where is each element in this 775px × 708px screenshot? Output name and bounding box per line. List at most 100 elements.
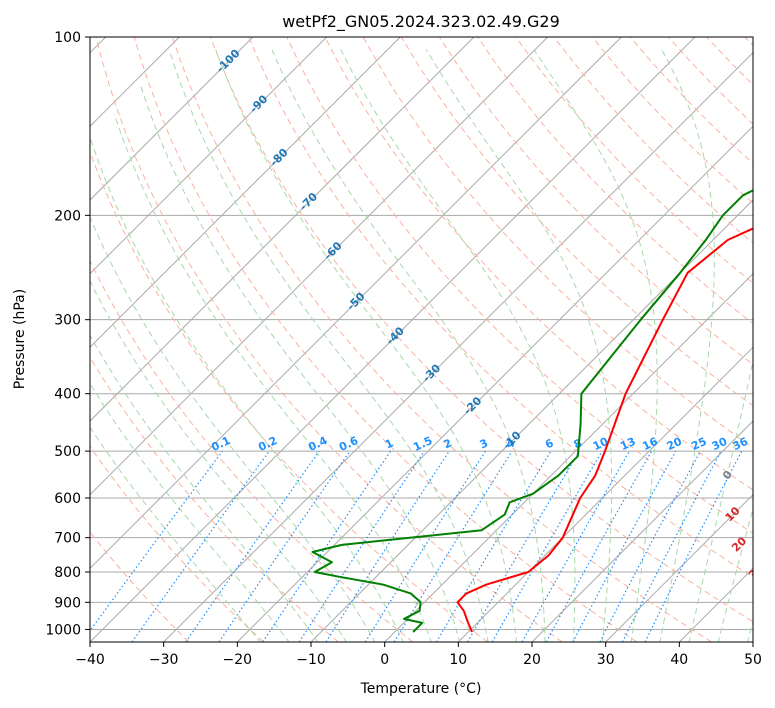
moist-adiabat — [717, 506, 753, 642]
dry-adiabat — [133, 37, 638, 642]
dry-adiabat — [248, 37, 753, 578]
mixing-ratio-line — [393, 450, 513, 642]
isotherm-line — [457, 346, 753, 642]
dry-adiabat — [210, 37, 753, 623]
mixing-ratio-line — [262, 450, 392, 642]
dry-adiabat — [286, 37, 753, 534]
dry-adiabat — [744, 37, 753, 47]
y-tick-label: 500 — [54, 444, 81, 460]
dry-adiabat — [95, 37, 563, 642]
y-tick-label: 300 — [54, 313, 81, 329]
dry-adiabat — [591, 37, 753, 204]
moist-adiabat — [340, 49, 576, 642]
dry-adiabat — [90, 445, 264, 642]
isotherm-line — [163, 51, 753, 642]
mixing-ratio-label: 25 — [689, 435, 708, 453]
profile-series — [311, 189, 753, 633]
moist-adiabat — [271, 49, 546, 642]
mixing-ratio-line — [131, 450, 270, 642]
isotherm-line — [752, 641, 753, 642]
isotherm-label: -80 — [267, 146, 290, 169]
x-tick-label: 10 — [449, 652, 467, 668]
moist-adiabat — [113, 114, 432, 642]
dry-adiabat — [477, 37, 753, 325]
moist-adiabat — [90, 135, 404, 642]
mixing-ratio-label: 13 — [618, 435, 637, 453]
dry-adiabat — [668, 37, 753, 125]
moist-adiabat — [659, 49, 715, 642]
moist-adiabat-label: 0 — [720, 468, 735, 483]
moist-adiabat — [90, 279, 347, 642]
isobar-grid — [90, 37, 753, 630]
dry-adiabat — [515, 37, 753, 284]
mixing-ratio-label: 30 — [710, 435, 730, 453]
mixing-ratio-line — [325, 450, 450, 642]
isotherm-line — [90, 37, 696, 642]
dry-adiabat — [90, 259, 414, 642]
isotherm-label: -50 — [344, 290, 367, 313]
y-tick-label: 200 — [54, 208, 81, 224]
isotherm-line — [310, 199, 753, 642]
moist-adiabat — [688, 358, 753, 642]
dry-adiabats — [90, 37, 753, 642]
x-tick-label: 0 — [380, 652, 389, 668]
mixing-ratio-line — [90, 450, 223, 632]
isotherm-label: -20 — [461, 394, 484, 417]
y-tick-label: 1000 — [45, 622, 81, 638]
mixing-ratio-line — [644, 450, 743, 642]
y-tick-label: 800 — [54, 565, 81, 581]
x-tick-label: −40 — [75, 652, 105, 668]
y-axis-ticks: 100 200 300 400 500 600 700 800 900 1000 — [45, 30, 90, 638]
isotherm-line — [90, 37, 549, 496]
moist-adiabat — [90, 382, 290, 642]
x-tick-label: 20 — [523, 652, 541, 668]
x-axis-ticks: −40 −30 −20 −10 0 10 20 30 40 50 — [75, 642, 762, 668]
dry-adiabat — [324, 37, 753, 491]
mixing-ratio-line — [599, 450, 702, 642]
mixing-ratio-line — [218, 450, 351, 642]
moist-adiabat — [425, 49, 613, 642]
isotherm-line — [384, 272, 753, 642]
moist-adiabat-label: 10 — [723, 504, 743, 524]
isotherm-line — [236, 125, 753, 642]
x-tick-label: 40 — [670, 652, 688, 668]
x-tick-label: 30 — [597, 652, 615, 668]
isotherm-line — [90, 37, 254, 201]
moist-adiabat — [139, 83, 461, 642]
mixing-ratio-line — [572, 450, 677, 642]
mixing-ratio-line — [545, 450, 653, 642]
mixing-ratio-label: 6 — [543, 436, 556, 451]
moist-adiabat-label: 40 — [766, 586, 775, 606]
moist-adiabat-label: 30 — [746, 561, 766, 581]
y-tick-label: 400 — [54, 387, 81, 403]
x-tick-label: −30 — [149, 652, 179, 668]
isotherm-line — [90, 37, 401, 349]
isotherm-line — [90, 37, 328, 275]
mixing-ratio-line — [185, 450, 320, 642]
mixing-ratio-label: 16 — [640, 435, 660, 453]
isotherm-line — [90, 37, 622, 570]
mixing-ratio-label: 3 — [478, 436, 490, 451]
dry-adiabat — [171, 37, 712, 642]
isotherm-line — [678, 567, 753, 642]
dry-adiabat — [90, 150, 488, 642]
isotherm-line — [605, 493, 753, 642]
isotherm-line — [531, 420, 753, 642]
y-tick-label: 600 — [54, 491, 81, 507]
y-tick-label: 700 — [54, 531, 81, 547]
moist-adiabat — [90, 215, 376, 642]
moist-adiabats — [90, 49, 753, 642]
moist-adiabat — [533, 49, 658, 642]
moist-adiabat — [215, 49, 518, 642]
x-tick-label: −10 — [296, 652, 326, 668]
chart-title: wetPf2_GN05.2024.323.02.49.G29 — [282, 12, 560, 32]
mixing-ratio-line — [298, 450, 425, 642]
moist-adiabat — [90, 426, 261, 642]
dry-adiabat — [90, 356, 339, 642]
isotherm-line — [90, 37, 475, 422]
y-tick-label: 100 — [54, 30, 81, 46]
moist-adiabat — [746, 619, 753, 642]
x-tick-label: −20 — [223, 652, 253, 668]
y-tick-label: 900 — [54, 595, 81, 611]
isotherm-lines — [90, 37, 753, 642]
